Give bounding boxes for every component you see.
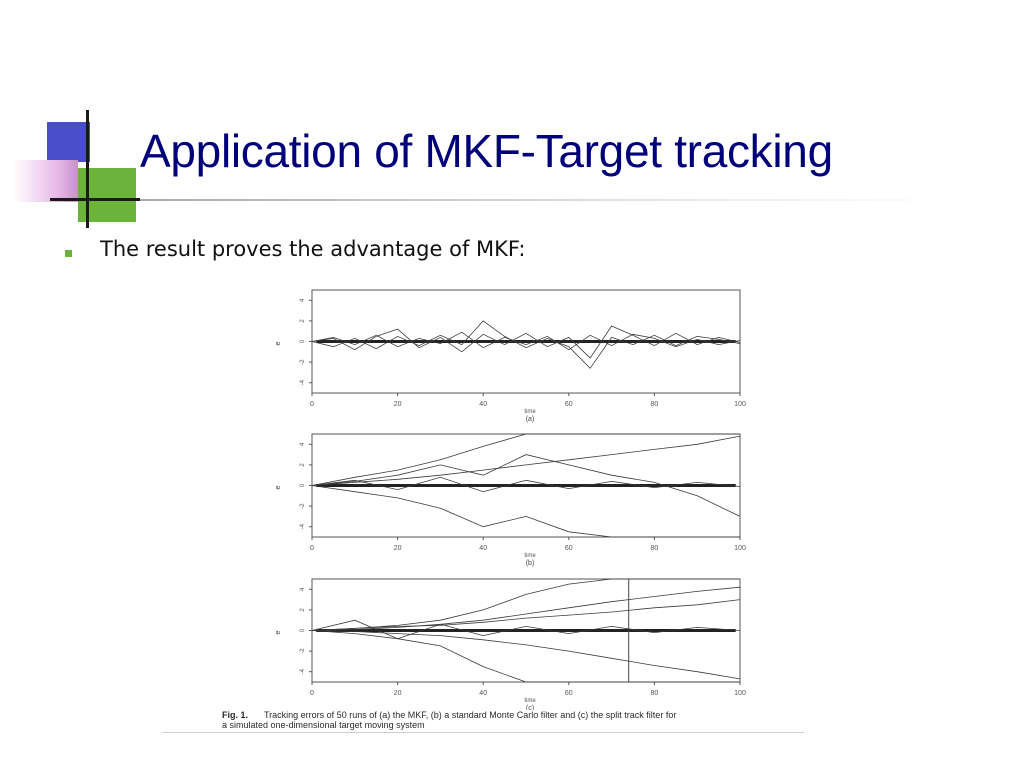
panel-c-x-tick-label: 20 — [394, 690, 402, 697]
panel-b-y-tick-label: -2 — [300, 503, 306, 509]
panel-a-label: (a) — [526, 416, 535, 423]
panel-c-y-tick-label: 4 — [300, 587, 306, 591]
panel-a-y-axis-label: e — [275, 341, 282, 345]
title-decoration-horizontal-line — [50, 198, 140, 201]
panel-c-x-tick-label: 60 — [565, 690, 573, 697]
panel-b-x-tick-label: 60 — [565, 545, 573, 552]
title-decoration-blue-square — [47, 122, 90, 162]
panel-b-series-line — [311, 454, 741, 517]
panel-a-series-line — [311, 320, 741, 369]
panel-c-series-line — [311, 630, 741, 680]
panel-c-x-tick-label: 0 — [310, 690, 314, 697]
figure-caption-label: Fig. 1. — [222, 710, 249, 720]
panel-c-series-line — [311, 586, 741, 631]
panel-c-x-tick-label: 80 — [651, 690, 659, 697]
panel-a-x-tick-label: 100 — [734, 401, 746, 408]
panel-b-x-axis-label: time — [524, 553, 536, 559]
panel-a-x-tick-label: 60 — [565, 401, 573, 408]
figure-bottom-rule — [162, 732, 804, 733]
panel-b-x-tick-label: 40 — [479, 545, 487, 552]
panel-a-series-line — [311, 331, 741, 351]
bullet-text: The result proves the advantage of MKF: — [100, 237, 526, 261]
panel-c-series-line — [311, 630, 740, 683]
panel-c-x-tick-label: 100 — [734, 690, 746, 697]
panel-b-y-tick-label: 4 — [300, 442, 306, 446]
panel-b-x-tick-label: 100 — [734, 545, 746, 552]
panel-a-x-tick-label: 80 — [651, 401, 659, 408]
panel-a-y-tick-label: 0 — [300, 339, 306, 343]
panel-b-x-tick-label: 0 — [310, 545, 314, 552]
panel-a-x-tick-label: 0 — [310, 401, 314, 408]
figure-caption-line-1: Tracking errors of 50 runs of (a) the MK… — [264, 710, 677, 720]
panel-a-x-tick-label: 20 — [394, 401, 402, 408]
panel-c-y-tick-label: -4 — [300, 668, 306, 674]
slide-title: Application of MKF-Target tracking — [140, 125, 833, 177]
panel-c-series-line — [311, 578, 740, 631]
panel-a-y-tick-label: -2 — [300, 359, 306, 365]
panel-a-x-axis-label: time — [524, 409, 536, 415]
panel-c-y-tick-label: 2 — [300, 608, 306, 612]
panel-c-series-line — [311, 599, 741, 631]
panel-c-label: (c) — [526, 705, 534, 710]
title-decoration-vertical-line — [86, 110, 89, 228]
panel-a-y-tick-label: -4 — [300, 379, 306, 385]
panel-b-y-tick-label: 0 — [300, 483, 306, 487]
panel-b-series-line — [311, 435, 741, 486]
panel-b-y-tick-label: 2 — [300, 463, 306, 467]
panel-b-label: (b) — [526, 560, 535, 567]
panel-c-x-axis-label: time — [524, 698, 536, 704]
panel-c-y-tick-label: 0 — [300, 628, 306, 632]
panel-c-y-tick-label: -2 — [300, 648, 306, 654]
panel-b-y-axis-label: e — [275, 485, 282, 489]
panel-a-y-tick-label: 2 — [300, 319, 306, 323]
panel-a-series-line — [311, 325, 741, 359]
title-underline-rule — [140, 199, 960, 201]
figure-caption-line-2: a simulated one-dimensional target movin… — [222, 720, 425, 730]
panel-c-y-axis-label: e — [275, 630, 282, 634]
panel-b-series-line — [311, 476, 741, 493]
panel-c-x-tick-label: 40 — [479, 690, 487, 697]
panel-a-y-tick-label: 4 — [300, 298, 306, 302]
bullet-square-icon — [65, 250, 72, 257]
panel-b-x-tick-label: 80 — [651, 545, 659, 552]
panel-b-series-line — [311, 433, 740, 486]
panel-b-series-line — [311, 485, 740, 538]
panel-a-x-tick-label: 40 — [479, 401, 487, 408]
figure-tracking-errors: 0 20 40 60 80 100 4 2 0 -2 -4 e time (a) 0 20 40 60 80 100 4… — [162, 280, 804, 735]
title-decoration-pink-square — [13, 160, 78, 202]
panel-b-y-tick-label: -4 — [300, 523, 306, 529]
panel-b-x-tick-label: 20 — [394, 545, 402, 552]
